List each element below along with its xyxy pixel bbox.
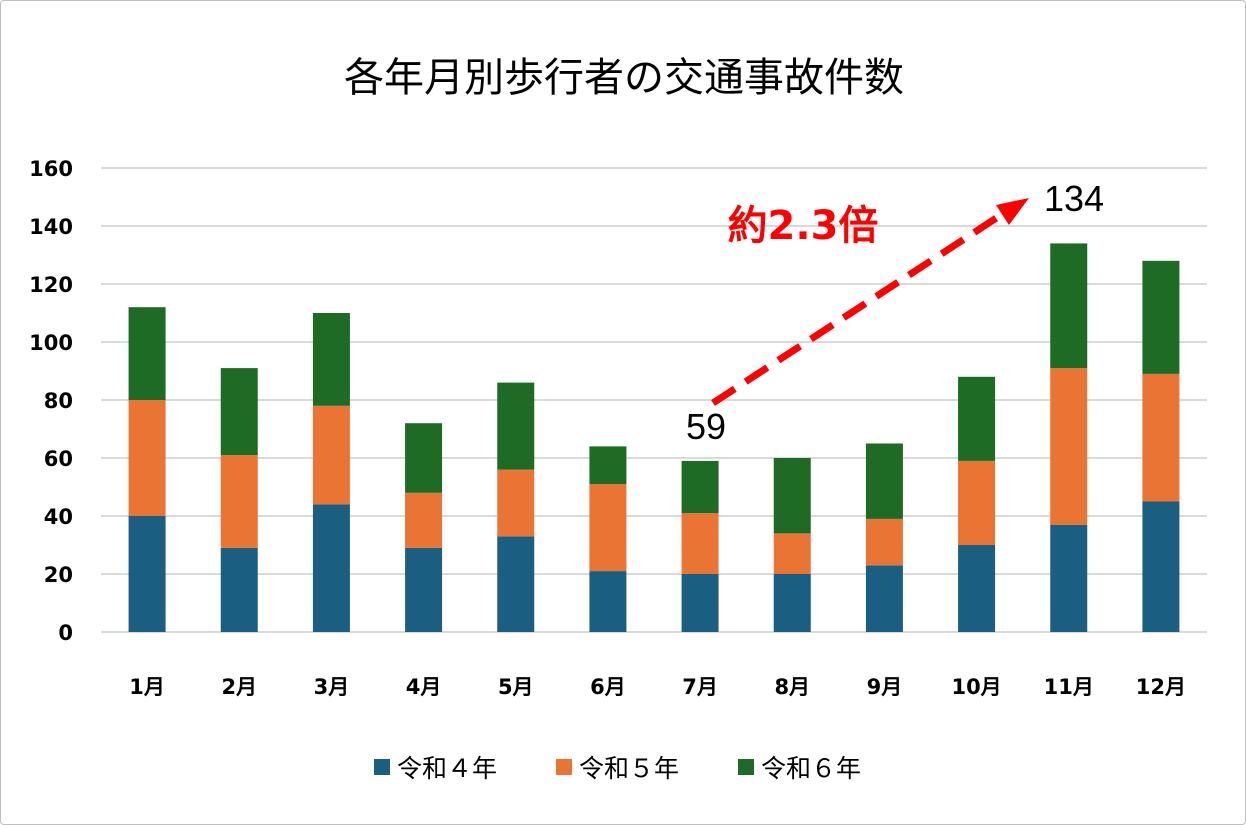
annotation-end-value: 134 [1044,178,1104,219]
bar-segment-12月-令和６年 [1142,260,1180,374]
bar-segment-7月-令和６年 [681,460,719,514]
bar-segment-12月-令和５年 [1142,373,1180,502]
bar-segment-12月-令和４年 [1142,501,1180,632]
y-tick-label: 120 [29,273,73,297]
bar-segment-1月-令和４年 [128,516,166,632]
trend-arrow-line [711,212,1003,406]
bar-segment-7月-令和５年 [681,513,719,574]
bar-segment-5月-令和６年 [497,382,535,470]
bar-segment-9月-令和６年 [865,443,903,519]
bar-segment-10月-令和４年 [958,545,996,632]
legend: 令和４年 令和５年 令和６年 [374,754,861,783]
bar-segment-2月-令和６年 [220,368,258,456]
x-tick-label: 6月 [590,675,626,699]
legend-label-r5: 令和５年 [579,754,679,783]
bar-segment-5月-令和５年 [497,469,535,537]
y-tick-label: 80 [44,389,73,413]
chart-title: 各年月別歩行者の交通事故件数 [344,55,904,101]
bar-segment-2月-令和５年 [220,455,258,548]
x-tick-label: 2月 [221,675,257,699]
annotation-start-value: 59 [686,406,726,447]
legend-label-r4: 令和４年 [397,754,497,783]
x-tick-label: 8月 [774,675,810,699]
trend-arrow-head-icon [996,198,1029,225]
bar-segment-11月-令和６年 [1050,243,1088,369]
bar-segment-3月-令和６年 [312,313,350,406]
x-tick-label: 9月 [867,675,903,699]
legend-swatch-r4 [374,759,390,775]
bar-segment-6月-令和４年 [589,571,627,632]
x-tick-label: 7月 [682,675,718,699]
bar-segment-6月-令和５年 [589,484,627,572]
y-tick-label: 20 [44,563,73,587]
bar-segment-11月-令和４年 [1050,524,1088,632]
annotation-ratio: 約2.3倍 [728,203,879,249]
bar-segment-8月-令和４年 [773,574,811,632]
bar-segment-6月-令和６年 [589,446,627,485]
x-tick-label: 3月 [314,675,350,699]
legend-label-r6: 令和６年 [761,754,861,783]
x-tick-label: 10月 [951,675,1001,699]
y-tick-label: 40 [44,505,73,529]
y-tick-label: 60 [44,447,73,471]
bar-segment-4月-令和４年 [405,547,443,632]
bar-segment-4月-令和６年 [405,423,443,493]
y-axis-ticks: 0 20 40 60 80 100 120 140 160 [29,157,73,645]
bar-segment-10月-令和５年 [958,460,996,545]
bar-segment-3月-令和４年 [312,504,350,632]
bar-segment-8月-令和６年 [773,458,811,534]
bar-segment-10月-令和６年 [958,376,996,461]
bar-segment-4月-令和５年 [405,492,443,548]
bar-segment-3月-令和５年 [312,405,350,505]
legend-swatch-r6 [738,759,754,775]
y-tick-label: 140 [29,215,73,239]
y-tick-label: 100 [29,331,73,355]
bar-segment-9月-令和５年 [865,518,903,566]
bar-segment-2月-令和４年 [220,547,258,632]
x-tick-label: 1月 [129,675,165,699]
bars [128,243,1180,632]
legend-swatch-r5 [556,759,572,775]
gridlines [101,167,1207,633]
bar-segment-7月-令和４年 [681,574,719,632]
bar-segment-8月-令和５年 [773,533,811,574]
x-tick-label: 12月 [1136,675,1186,699]
y-tick-label: 0 [58,621,73,645]
bar-segment-11月-令和５年 [1050,368,1088,525]
x-tick-label: 5月 [498,675,534,699]
bar-segment-5月-令和４年 [497,536,535,632]
bar-segment-9月-令和４年 [865,565,903,632]
bar-segment-1月-令和５年 [128,400,166,516]
x-tick-label: 11月 [1044,675,1094,699]
y-tick-label: 160 [29,157,73,181]
x-tick-label: 4月 [406,675,442,699]
bar-segment-1月-令和６年 [128,307,166,400]
x-axis-ticks: 1月 2月 3月 4月 5月 6月 7月 8月 9月 10月 11月 12月 [129,675,1186,699]
